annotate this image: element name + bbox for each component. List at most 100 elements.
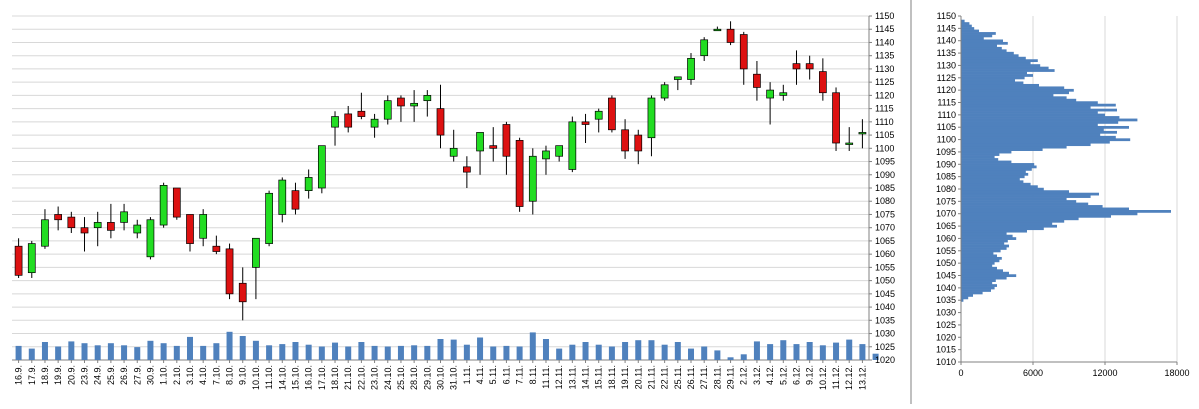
profile-bar (961, 247, 1007, 250)
volume-bar (266, 345, 273, 360)
candle-body (594, 110, 603, 120)
candle-body (67, 216, 76, 229)
profile-bar (961, 291, 983, 295)
date-tick-label: 10.12. (818, 365, 828, 390)
profile-bar (961, 37, 984, 40)
volume-bar (200, 345, 207, 360)
date-tick-label: 26.9. (119, 365, 129, 385)
date-tick-label: 2.12. (739, 365, 749, 385)
volume-bar (437, 339, 444, 360)
candle-body (172, 187, 181, 218)
candle (331, 111, 339, 146)
date-tick-label: 19.9. (53, 365, 63, 385)
profile-bar (961, 88, 1074, 92)
price-tick-label: 1095 (875, 157, 895, 167)
date-axis-labels: 16.9. 17.9. 18.9. 19.9. 20.9. 23.9. 24.9. 25.9.… (14, 360, 867, 390)
profile-bar (961, 264, 993, 268)
profile-price-tick-label: 1120 (937, 85, 956, 95)
volume-bar (41, 342, 48, 360)
candle-body (80, 227, 89, 234)
profile-bar (961, 286, 995, 290)
profile-bar (961, 289, 991, 292)
profile-price-tick-label: 1035 (936, 295, 956, 305)
profile-chart-gridlines (1032, 16, 1178, 362)
profile-price-tick-label: 1025 (936, 320, 956, 330)
profile-bar (961, 140, 1110, 144)
candle (304, 169, 313, 199)
date-tick-label: 27.9. (132, 365, 142, 385)
candle-body (14, 245, 23, 276)
volume-bar (213, 343, 220, 360)
profile-bar (961, 180, 1024, 184)
profile-bar (961, 294, 973, 297)
volume-bar (503, 345, 510, 360)
candle-body (634, 134, 643, 152)
volume-bar (806, 342, 813, 360)
volume-bar (542, 339, 549, 360)
profile-bar (961, 54, 1019, 58)
price-tick-label: 1065 (875, 236, 895, 246)
profile-bar (961, 116, 1120, 119)
volume-bar (701, 346, 708, 360)
candle-body (357, 110, 366, 117)
profile-bar (961, 32, 996, 35)
date-tick-label: 28.10. (409, 365, 419, 390)
volume-bar (318, 346, 325, 360)
candle (436, 84, 445, 149)
profile-bar (961, 106, 1091, 109)
candle (14, 238, 23, 278)
candle (146, 217, 155, 260)
profile-bar (961, 163, 1035, 166)
price-tick-label: 1045 (875, 289, 895, 299)
date-tick-label: 25.10. (396, 365, 406, 390)
price-axis-labels: 1020 1025 1030 1035 1040 1045 1050 1055 1060 1065… (869, 11, 895, 365)
candle (673, 76, 682, 91)
profile-bar (961, 27, 975, 30)
profile-bar (961, 29, 979, 33)
profile-bar (961, 261, 995, 265)
profile-bar (961, 83, 1039, 87)
date-tick-label: 2.10. (172, 365, 182, 385)
profile-bar (961, 271, 1009, 275)
date-tick-label: 29.11. (726, 365, 736, 389)
volume-profile-bars (961, 19, 1171, 302)
price-tick-label: 1135 (875, 51, 894, 61)
profile-bar (961, 125, 1129, 129)
candle-body (146, 219, 155, 258)
date-tick-label: 12.12. (844, 365, 854, 390)
profile-bar (961, 123, 1098, 127)
candle-body (805, 63, 814, 70)
candle (766, 82, 774, 125)
profile-price-tick-label: 1125 (937, 73, 956, 83)
date-tick-label: 1.11. (462, 365, 472, 384)
profile-bar (961, 19, 965, 23)
profile-bar (961, 41, 1008, 45)
volume-bar (753, 341, 760, 360)
profile-bar (961, 101, 1098, 105)
volume-bar (635, 340, 642, 360)
candle-body (344, 113, 353, 128)
price-tick-label: 1125 (875, 77, 894, 87)
candle (792, 50, 801, 85)
candle-body (317, 145, 326, 189)
profile-bar (961, 96, 1067, 100)
profile-bar (961, 49, 1007, 53)
candle (528, 148, 537, 215)
date-tick-label: 25.9. (106, 365, 116, 385)
profile-bar (961, 51, 1014, 55)
profile-bar (961, 281, 993, 285)
candle (120, 203, 128, 231)
date-tick-label: 18.10. (330, 365, 340, 390)
profile-bar (961, 205, 1103, 208)
profile-bar (961, 234, 1013, 238)
profile-bar (961, 153, 1000, 156)
profile-bar (961, 256, 1002, 260)
profile-price-tick-label: 1020 (936, 332, 956, 342)
profile-bar (961, 91, 1069, 95)
date-tick-label: 30.9. (145, 365, 155, 385)
profile-bar (961, 167, 1032, 171)
candle-body (687, 57, 695, 80)
profile-price-tick-label: 1090 (936, 159, 956, 169)
volume-bar (582, 342, 589, 360)
